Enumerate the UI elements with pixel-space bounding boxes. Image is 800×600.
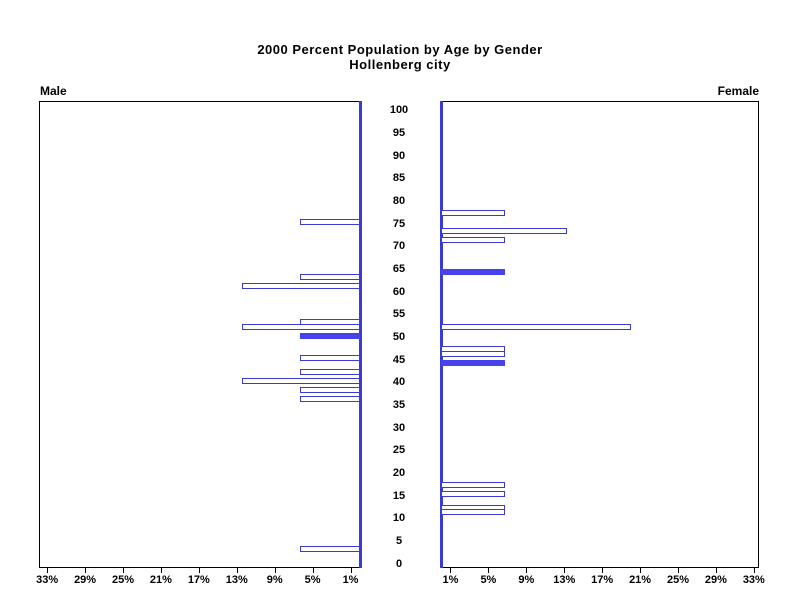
female-pct-tick-label-13: 13% — [553, 574, 576, 586]
male-pct-tick-mark-29 — [85, 568, 86, 573]
chart-title: 2000 Percent Population by Age by Gender — [257, 42, 543, 57]
bar-female-age-17 — [441, 482, 505, 489]
male-pct-tick-mark-1 — [351, 568, 352, 573]
female-panel-label: Female — [717, 84, 759, 98]
age-tick-label-65: 65 — [392, 262, 406, 275]
bar-female-age-71 — [441, 237, 505, 244]
bar-male-age-40 — [241, 377, 360, 384]
female-pct-tick-label-1: 1% — [442, 574, 459, 586]
female-pct-tick-label-25: 25% — [666, 574, 690, 586]
age-tick-label-60: 60 — [392, 285, 406, 298]
male-pct-tick-label-17: 17% — [187, 574, 210, 586]
age-tick-label-0: 0 — [395, 557, 403, 570]
bar-female-age-77 — [441, 210, 505, 217]
male-pct-tick-mark-21 — [161, 568, 162, 573]
age-tick-label-80: 80 — [392, 194, 406, 207]
bar-male-age-42 — [300, 368, 360, 375]
female-pct-tick-label-17: 17% — [591, 574, 614, 586]
female-pct-tick-mark-25 — [678, 568, 679, 573]
male-pct-tick-label-1: 1% — [342, 574, 359, 586]
male-panel-label: Male — [40, 84, 67, 98]
age-tick-label-5: 5 — [395, 534, 403, 547]
bar-male-age-45 — [300, 355, 360, 362]
bar-female-age-64-median — [441, 269, 505, 276]
bar-male-age-75 — [300, 219, 360, 226]
male-pct-tick-label-21: 21% — [149, 574, 172, 586]
chart-subtitle: Hollenberg city — [349, 57, 451, 72]
age-tick-label-15: 15 — [392, 489, 406, 502]
female-pct-tick-mark-21 — [640, 568, 641, 573]
bar-male-age-36 — [300, 396, 360, 402]
male-pct-tick-mark-5 — [313, 568, 314, 573]
bar-male-age-3 — [300, 545, 360, 552]
bar-male-age-61 — [241, 282, 360, 289]
male-pct-tick-mark-25 — [123, 568, 124, 573]
bar-male-age-52 — [241, 323, 360, 330]
male-pct-tick-label-9: 9% — [266, 574, 283, 586]
male-pct-tick-label-13: 13% — [225, 574, 248, 586]
female-pct-tick-mark-5 — [488, 568, 489, 573]
female-pct-tick-mark-33 — [754, 568, 755, 573]
male-pct-tick-mark-9 — [275, 568, 276, 573]
female-pct-tick-mark-29 — [716, 568, 717, 573]
age-tick-label-90: 90 — [392, 149, 406, 162]
age-tick-label-45: 45 — [392, 353, 406, 366]
age-tick-label-30: 30 — [392, 421, 406, 434]
female-plot-area — [440, 101, 759, 568]
female-pct-tick-mark-13 — [564, 568, 565, 573]
age-tick-label-70: 70 — [392, 240, 406, 253]
age-tick-label-25: 25 — [392, 444, 406, 457]
age-tick-label-85: 85 — [392, 172, 406, 185]
female-pct-tick-mark-9 — [526, 568, 527, 573]
female-pct-tick-label-21: 21% — [629, 574, 652, 586]
male-zero-axis-line — [359, 101, 362, 568]
bar-male-age-38 — [300, 387, 360, 393]
age-tick-label-75: 75 — [392, 217, 406, 230]
male-pct-tick-label-33: 33% — [36, 574, 59, 586]
male-pct-tick-mark-33 — [47, 568, 48, 573]
bar-female-age-52 — [441, 323, 631, 330]
female-pct-tick-mark-17 — [602, 568, 603, 573]
male-pct-tick-mark-13 — [237, 568, 238, 573]
bar-female-age-46 — [441, 350, 505, 357]
age-tick-label-95: 95 — [392, 126, 406, 139]
age-tick-label-100: 100 — [389, 104, 409, 117]
female-zero-axis-line — [440, 101, 443, 568]
female-pct-tick-mark-1 — [450, 568, 451, 573]
bar-male-age-63 — [300, 273, 360, 280]
age-tick-label-40: 40 — [392, 376, 406, 389]
bar-female-age-73 — [441, 228, 568, 235]
bar-female-age-15 — [441, 491, 505, 498]
female-pct-tick-label-33: 33% — [742, 574, 765, 586]
male-pct-tick-mark-17 — [199, 568, 200, 573]
male-pct-tick-label-25: 25% — [111, 574, 135, 586]
male-pct-tick-label-5: 5% — [304, 574, 321, 586]
female-pct-tick-label-9: 9% — [518, 574, 535, 586]
age-tick-label-10: 10 — [392, 512, 406, 525]
age-tick-label-55: 55 — [392, 308, 406, 321]
age-tick-label-20: 20 — [392, 466, 406, 479]
female-pct-tick-label-5: 5% — [480, 574, 497, 586]
male-pct-tick-label-29: 29% — [74, 574, 97, 586]
female-pct-tick-label-29: 29% — [704, 574, 727, 586]
age-tick-label-35: 35 — [392, 398, 406, 411]
bar-male-age-50-median — [300, 332, 360, 339]
bar-female-age-11 — [441, 509, 505, 516]
bar-female-age-44-median — [441, 359, 505, 366]
age-tick-label-50: 50 — [392, 330, 406, 343]
